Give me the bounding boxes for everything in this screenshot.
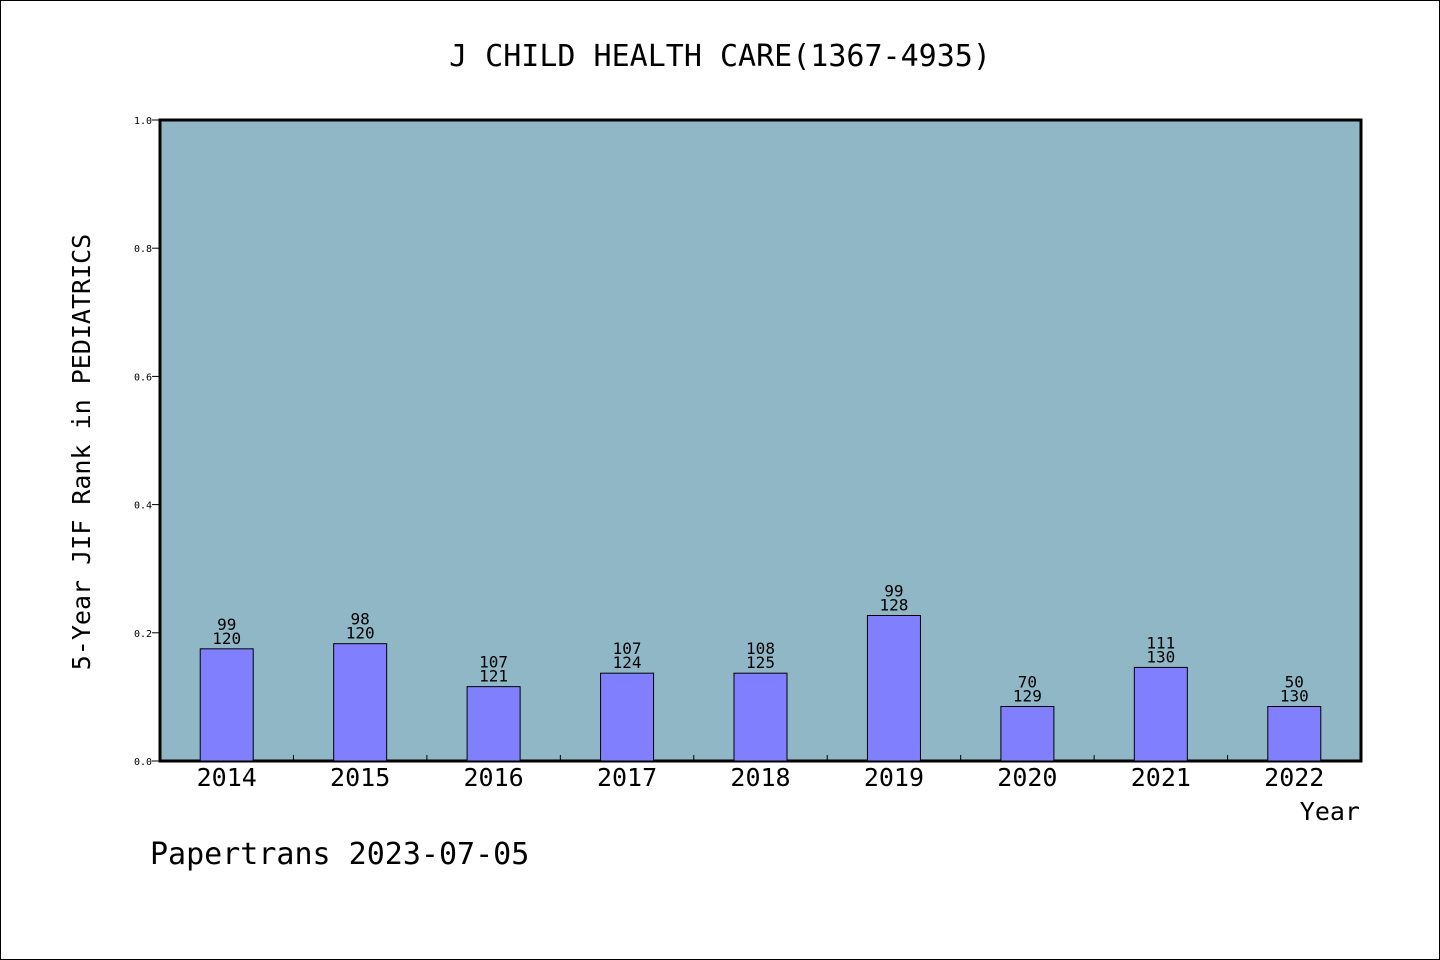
chart-title: J CHILD HEALTH CARE(1367-4935) [449,39,991,74]
bar-rank-label: 99 [884,581,903,600]
bar-total-label: 125 [746,653,775,672]
bar-2019 [866,614,921,762]
x-tick-label: 2017 [597,763,657,792]
x-tick-label: 2018 [730,763,790,792]
bar-2014 [199,648,254,762]
y-tick-label: 0.0 [134,757,152,768]
bar-rank-label: 107 [479,653,508,672]
bar-2022 [1267,706,1322,762]
bar-2021 [1133,666,1188,762]
bar-rank-label: 98 [351,610,370,629]
x-tick-label: 2014 [197,763,257,792]
x-axis: 2014 2015 2016 2017 2018 2019 2020 2021 2022 [197,755,1324,792]
bar-2017 [600,672,655,762]
y-axis-label: 5-Year JIF Rank in PEDIATRICS [67,234,96,671]
bar-rank-label: 70 [1018,673,1037,692]
bar-2015 [333,643,388,762]
bar-rank-label: 108 [746,639,775,658]
bar-total-label: 130 [1280,687,1309,706]
bar-total-label: 121 [479,667,508,686]
bar-2020 [1000,706,1055,762]
bar-labels: 9912098120107121107124108125991287012911… [212,581,1308,705]
bar-total-label: 120 [346,624,375,643]
bar-rank-label: 50 [1285,673,1304,692]
bar-total-label: 124 [613,653,642,672]
bar-total-label: 120 [212,629,241,648]
bar-2016 [466,686,521,762]
y-tick-label: 0.2 [134,629,152,640]
y-tick-label: 0.4 [134,501,152,512]
x-tick-label: 2020 [997,763,1057,792]
x-tick-label: 2019 [864,763,924,792]
y-tick-label: 1.0 [134,116,152,127]
y-tick-label: 0.8 [134,244,152,255]
bar-total-label: 128 [879,595,908,614]
x-tick-label: 2016 [464,763,524,792]
bar-rank-label: 99 [217,615,236,634]
bar-2018 [733,672,788,762]
x-axis-label: Year [1300,797,1360,826]
x-tick-label: 2015 [330,763,390,792]
bars [199,614,1322,762]
y-tick-label: 0.6 [134,372,152,383]
bar-total-label: 130 [1146,647,1175,666]
bar-total-label: 129 [1013,687,1042,706]
bar-rank-label: 107 [613,639,642,658]
footer-watermark: Papertrans 2023-07-05 [150,837,529,872]
x-tick-label: 2022 [1264,763,1324,792]
bar-rank-label: 111 [1146,633,1175,652]
y-axis: 0.0 0.2 0.4 0.6 0.8 1.0 [134,116,160,768]
x-tick-label: 2021 [1131,763,1191,792]
